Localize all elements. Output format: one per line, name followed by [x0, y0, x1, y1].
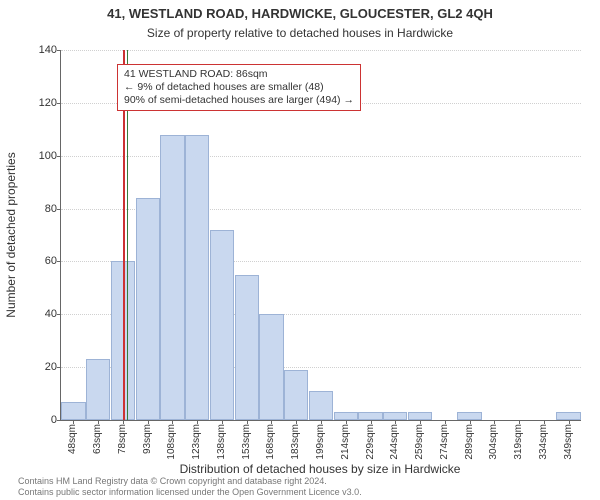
ytick-mark [57, 103, 61, 104]
histogram-bar [61, 402, 85, 421]
xtick-label: 199sqm [316, 424, 326, 460]
histogram-bar [358, 412, 382, 420]
gridline [61, 156, 581, 157]
y-axis-label: Number of detached properties [4, 50, 18, 420]
xtick-label: 229sqm [366, 424, 376, 460]
xtick-label: 304sqm [489, 424, 499, 460]
xtick-label: 78sqm [118, 424, 128, 454]
footer-line-1: Contains HM Land Registry data © Crown c… [18, 476, 362, 487]
ytick-label: 40 [21, 309, 57, 320]
xtick-label: 259sqm [415, 424, 425, 460]
xtick-label: 214sqm [341, 424, 351, 460]
ytick-label: 140 [21, 45, 57, 56]
ytick-mark [57, 314, 61, 315]
chart-title: 41, WESTLAND ROAD, HARDWICKE, GLOUCESTER… [0, 6, 600, 21]
annotation-box: 41 WESTLAND ROAD: 86sqm← 9% of detached … [117, 64, 361, 111]
ytick-mark [57, 420, 61, 421]
xtick-label: 183sqm [291, 424, 301, 460]
xtick-label: 168sqm [266, 424, 276, 460]
histogram-bar [185, 135, 209, 420]
footer-attribution: Contains HM Land Registry data © Crown c… [18, 476, 362, 498]
histogram-bar [210, 230, 234, 420]
histogram-bar [235, 275, 259, 420]
annotation-line: ← 9% of detached houses are smaller (48) [124, 81, 354, 94]
histogram-bar [556, 412, 580, 420]
ytick-mark [57, 367, 61, 368]
xtick-label: 349sqm [564, 424, 574, 460]
ytick-label: 0 [21, 415, 57, 426]
footer-line-2: Contains public sector information licen… [18, 487, 362, 498]
ytick-label: 100 [21, 151, 57, 162]
ytick-label: 20 [21, 362, 57, 373]
annotation-line: 90% of semi-detached houses are larger (… [124, 94, 354, 107]
chart-subtitle: Size of property relative to detached ho… [0, 26, 600, 40]
xtick-label: 138sqm [217, 424, 227, 460]
ytick-mark [57, 156, 61, 157]
histogram-bar [334, 412, 358, 420]
annotation-line: 41 WESTLAND ROAD: 86sqm [124, 68, 354, 81]
ytick-label: 80 [21, 204, 57, 215]
xtick-label: 334sqm [539, 424, 549, 460]
xtick-label: 48sqm [68, 424, 78, 454]
ytick-mark [57, 261, 61, 262]
xtick-label: 274sqm [440, 424, 450, 460]
ytick-label: 120 [21, 98, 57, 109]
xtick-label: 244sqm [390, 424, 400, 460]
histogram-bar [259, 314, 283, 420]
histogram-bar [383, 412, 407, 420]
xtick-label: 63sqm [93, 424, 103, 454]
histogram-bar [457, 412, 481, 420]
histogram-bar [309, 391, 333, 420]
x-axis-label: Distribution of detached houses by size … [60, 462, 580, 476]
xtick-label: 153sqm [242, 424, 252, 460]
xtick-label: 319sqm [514, 424, 524, 460]
xtick-label: 93sqm [143, 424, 153, 454]
gridline [61, 50, 581, 51]
xtick-label: 108sqm [167, 424, 177, 460]
histogram-bar [284, 370, 308, 420]
histogram-bar [86, 359, 110, 420]
chart-container: 41, WESTLAND ROAD, HARDWICKE, GLOUCESTER… [0, 0, 600, 500]
ytick-mark [57, 50, 61, 51]
xtick-label: 123sqm [192, 424, 202, 460]
histogram-bar [408, 412, 432, 420]
ytick-mark [57, 209, 61, 210]
histogram-bar [160, 135, 184, 420]
xtick-label: 289sqm [465, 424, 475, 460]
plot-area: 02040608010012014048sqm63sqm78sqm93sqm10… [60, 50, 581, 421]
ytick-label: 60 [21, 256, 57, 267]
histogram-bar [136, 198, 160, 420]
